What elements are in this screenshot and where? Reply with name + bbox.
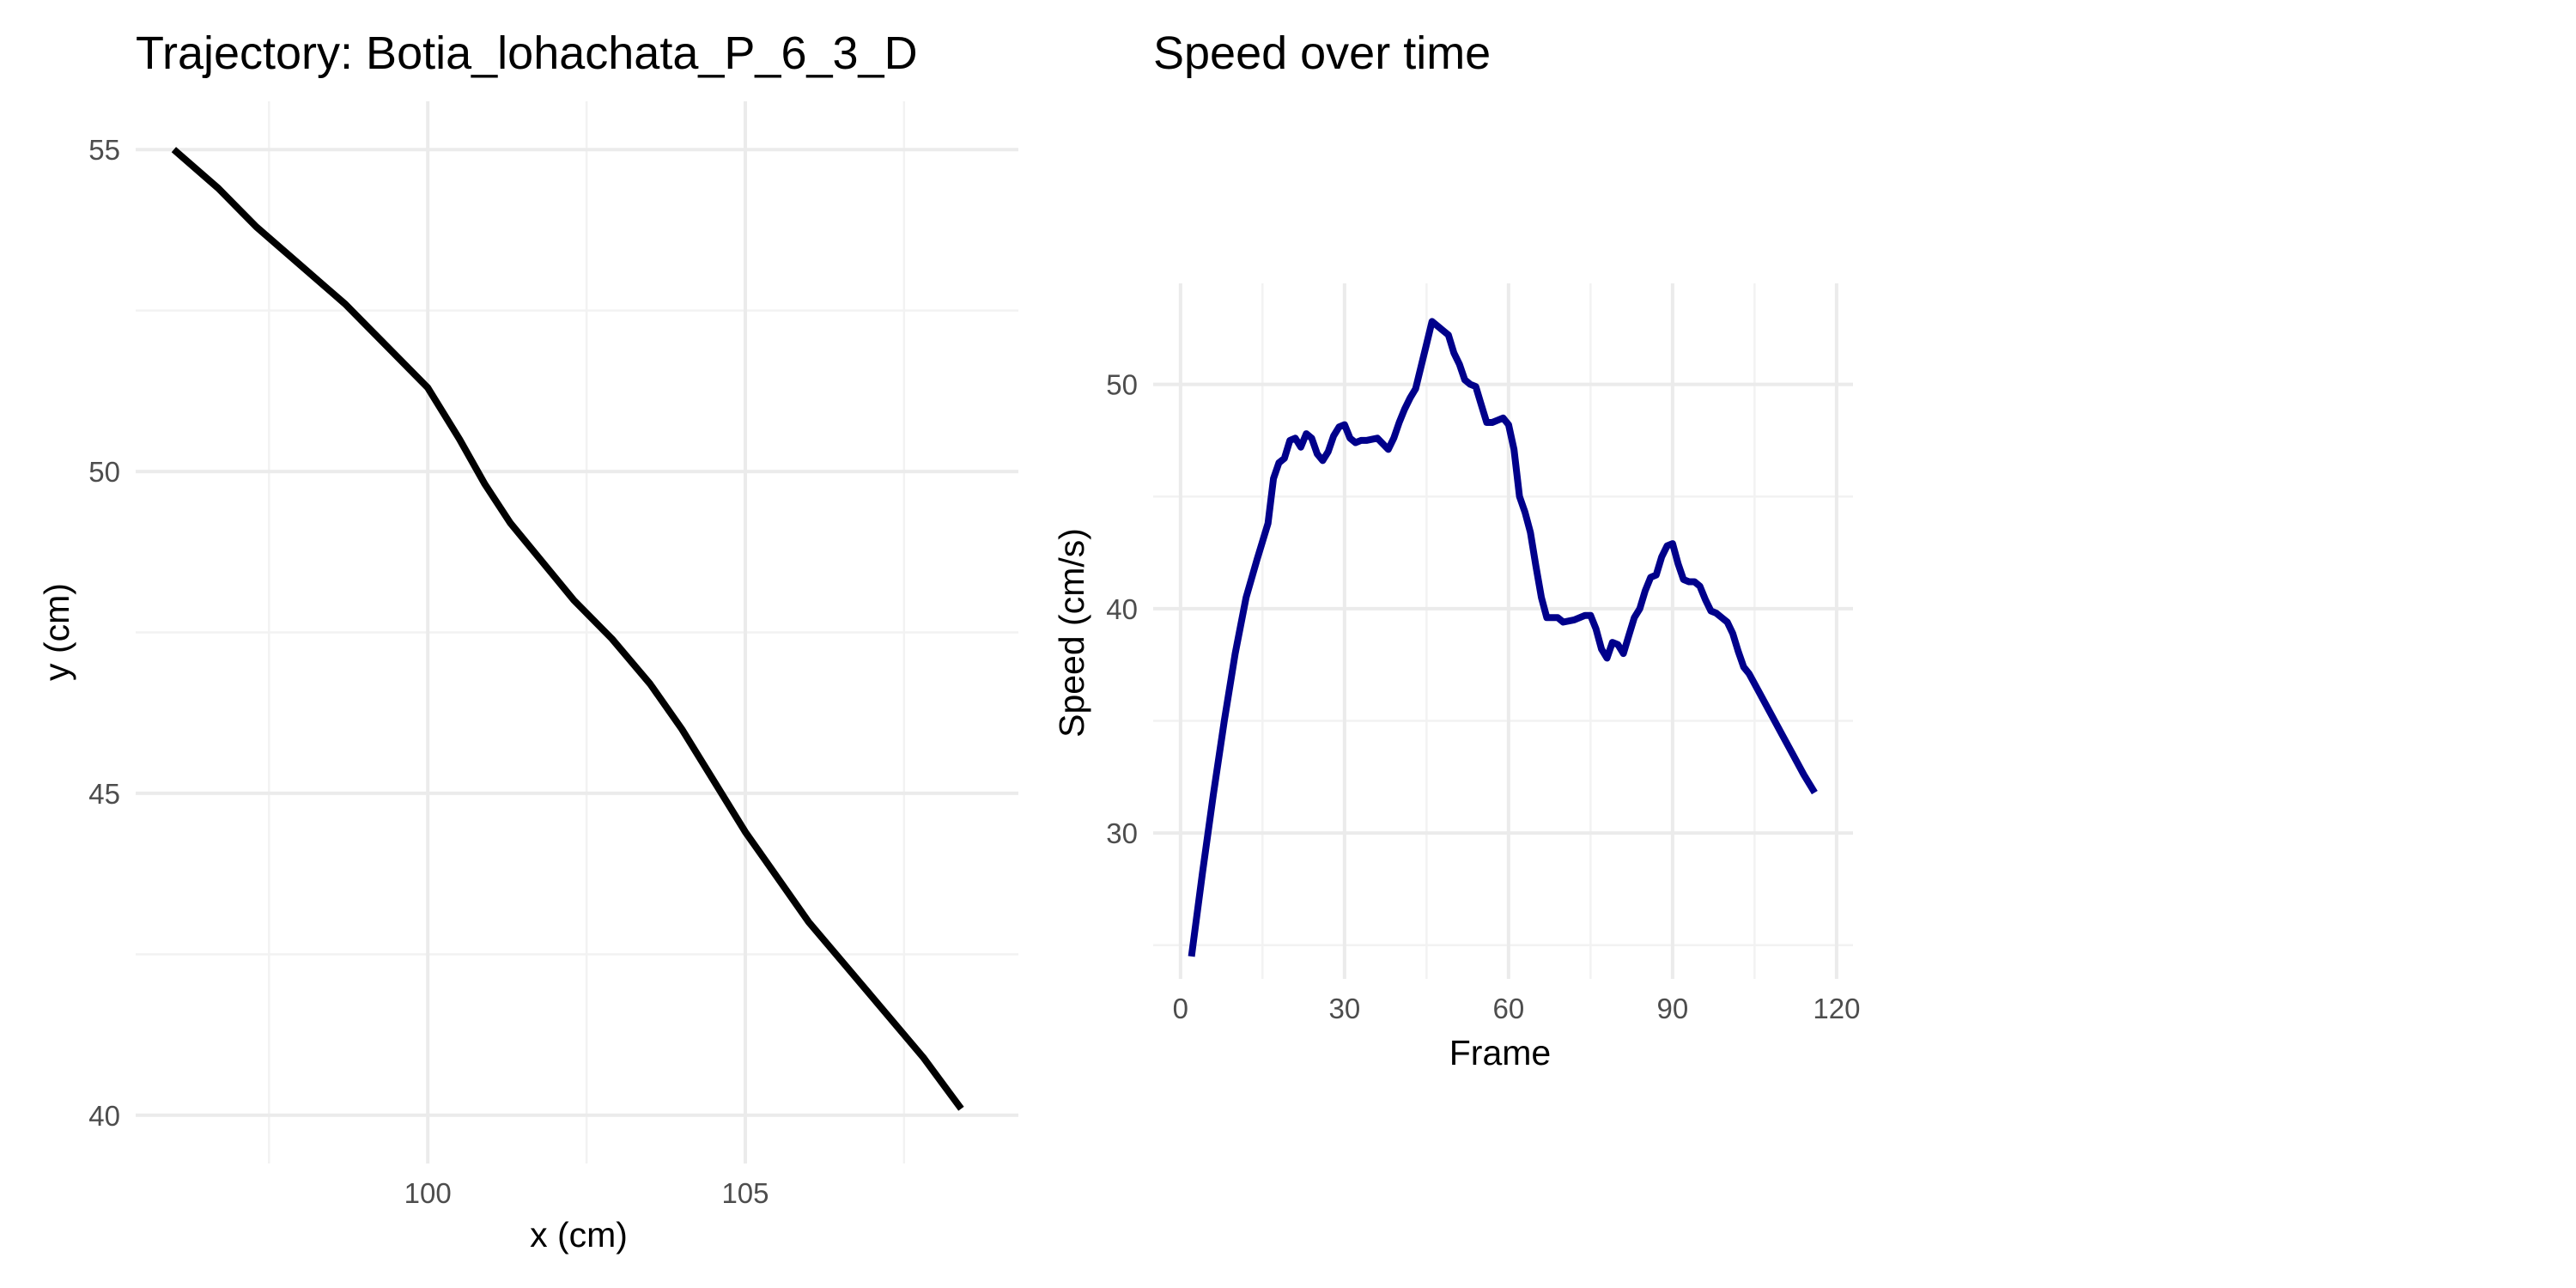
trajectory-y-tick-labels: 40 45 50 55 bbox=[88, 134, 120, 1132]
trajectory-y-tick-label: 40 bbox=[88, 1100, 120, 1132]
trajectory-x-axis-label: x (cm) bbox=[530, 1215, 628, 1255]
trajectory-x-tick-labels: 100 105 bbox=[404, 1177, 769, 1209]
speed-x-tick-label: 120 bbox=[1813, 993, 1860, 1024]
trajectory-x-tick-label: 100 bbox=[404, 1177, 452, 1209]
speed-x-tick-label: 60 bbox=[1493, 993, 1525, 1024]
trajectory-line-group bbox=[171, 147, 964, 1111]
trajectory-y-tick-label: 50 bbox=[88, 456, 120, 488]
trajectory-y-tick-label: 45 bbox=[88, 778, 120, 810]
trajectory-gridlines bbox=[136, 101, 1018, 1163]
speed-y-tick-label: 50 bbox=[1106, 369, 1138, 401]
speed-x-tick-label: 0 bbox=[1173, 993, 1188, 1024]
speed-gridlines bbox=[1153, 283, 1853, 979]
speed-y-tick-label: 30 bbox=[1106, 817, 1138, 849]
speed-x-tick-label: 90 bbox=[1657, 993, 1689, 1024]
speed-y-tick-label: 40 bbox=[1106, 593, 1138, 625]
trajectory-y-tick-label: 55 bbox=[88, 134, 120, 166]
speed-line-group bbox=[1188, 318, 1818, 957]
speed-x-tick-label: 30 bbox=[1328, 993, 1360, 1024]
speed-y-axis-label: Speed (cm/s) bbox=[1052, 528, 1091, 738]
speed-y-tick-labels: 30 40 50 bbox=[1106, 369, 1138, 850]
trajectory-y-axis-label: y (cm) bbox=[37, 583, 76, 681]
trajectory-title: Trajectory: Botia_lohachata_P_6_3_D bbox=[136, 27, 918, 79]
speed-series-line bbox=[1188, 318, 1818, 957]
speed-x-tick-labels: 0 30 60 90 120 bbox=[1173, 993, 1861, 1024]
trajectory-series-line bbox=[171, 147, 964, 1111]
trajectory-x-tick-label: 105 bbox=[721, 1177, 769, 1209]
trajectory-panel: 100 105 40 45 50 55 Trajectory: Botia_lohach… bbox=[37, 27, 1018, 1255]
speed-x-axis-label: Frame bbox=[1449, 1033, 1551, 1072]
speed-title: Speed over time bbox=[1153, 27, 1491, 79]
